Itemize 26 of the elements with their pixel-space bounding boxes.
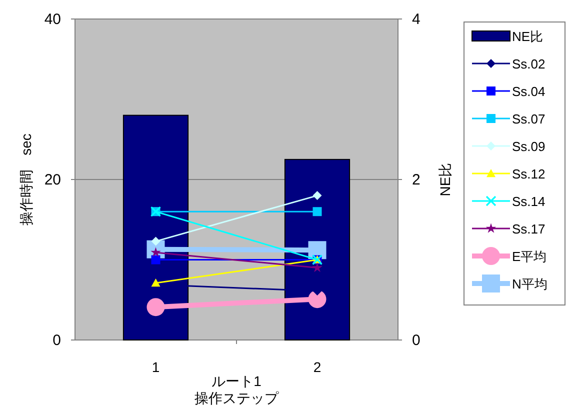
legend-label: Ss.02 bbox=[512, 56, 546, 72]
point bbox=[146, 298, 165, 316]
point bbox=[312, 262, 322, 272]
y2-tick-label: 0 bbox=[412, 332, 420, 349]
legend-label: Ss.17 bbox=[512, 222, 546, 236]
point bbox=[312, 191, 322, 200]
y-tick-label: 20 bbox=[44, 172, 61, 188]
point bbox=[312, 207, 322, 216]
y-tick-label: 0 bbox=[52, 332, 61, 349]
legend-label: Ss.12 bbox=[512, 166, 546, 182]
legend-label: Ss.04 bbox=[512, 84, 546, 99]
y2-axis-title: NE比 bbox=[437, 162, 453, 196]
x-tick-label: 1 bbox=[152, 359, 160, 375]
y-tick-label: 40 bbox=[44, 11, 61, 28]
point bbox=[151, 255, 160, 264]
y2-tick-label: 2 bbox=[412, 172, 420, 188]
legend-label: NE比 bbox=[512, 29, 544, 44]
x-axis-title: ルート1 操作ステップ bbox=[194, 373, 280, 406]
point bbox=[151, 236, 160, 246]
legend-label: Ss.14 bbox=[512, 194, 546, 209]
legend-label: Ss.09 bbox=[512, 139, 546, 154]
legend-label: E平均 bbox=[512, 249, 547, 264]
legend-label: Ss.07 bbox=[512, 112, 546, 126]
y2-tick-label: 4 bbox=[412, 11, 420, 28]
legend-label: N平均 bbox=[512, 276, 548, 292]
y-axis-title: 操作時間 sec bbox=[18, 134, 34, 226]
